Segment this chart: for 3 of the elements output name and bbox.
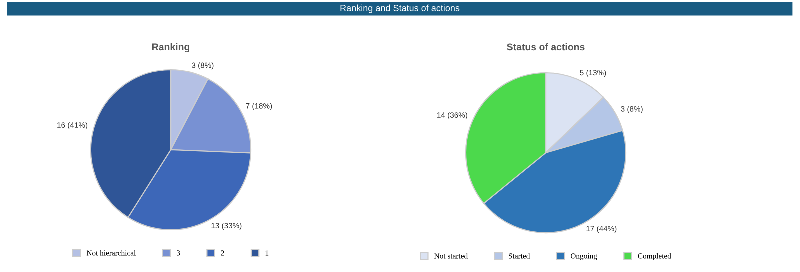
chart-title: Status of actions	[507, 43, 585, 51]
text: Ranking and Status of actions	[340, 4, 460, 14]
chart-title: Ranking	[152, 43, 190, 53]
